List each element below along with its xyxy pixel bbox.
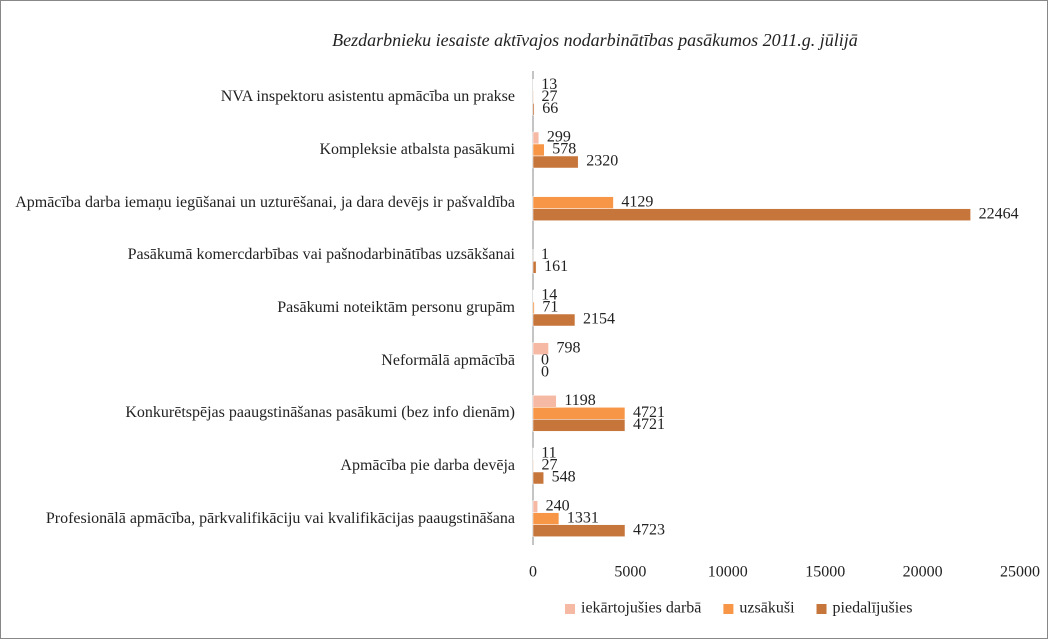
bar (532, 91, 534, 104)
data-label: 27 (542, 88, 558, 105)
y-tick-label: Pasākumā komercdarbības vai pašnodarbinā… (127, 246, 515, 264)
data-label: 1331 (567, 509, 599, 526)
y-tick-label: Konkurētspējas paaugstināšanas pasākumi … (125, 404, 515, 422)
data-label: 4721 (633, 416, 665, 433)
bar (532, 342, 549, 355)
data-label: 299 (547, 129, 571, 146)
data-label: 71 (542, 299, 558, 316)
bar (532, 208, 971, 221)
data-label: 66 (542, 100, 558, 117)
bar (532, 471, 544, 485)
data-label: 4721 (633, 404, 665, 421)
chart-title: Bezdarbnieku iesaiste aktīvajos nodarbin… (332, 30, 858, 50)
bar (532, 313, 576, 327)
bar (532, 500, 538, 513)
data-label: 2154 (583, 311, 615, 328)
y-tick-label: Apmācība darba iemaņu iegūšanai un uztur… (15, 193, 515, 211)
y-tick-label: Kompleksie atbalsta pasākumi (319, 141, 515, 158)
data-label: 2320 (586, 153, 618, 170)
bar (532, 512, 560, 525)
legend-swatch (565, 604, 575, 614)
data-label: 798 (557, 339, 581, 356)
y-tick-label: NVA inspektoru asistentu apmācība un pra… (220, 88, 515, 106)
legend-label: piedalījušies (833, 600, 913, 617)
x-tick-label: 5000 (614, 564, 646, 581)
bar (532, 131, 540, 145)
bar (532, 419, 626, 432)
bar (532, 196, 614, 209)
x-tick-label: 0 (529, 564, 537, 581)
bar (532, 103, 535, 116)
x-tick-label: 10000 (708, 564, 748, 581)
bar (532, 407, 626, 420)
data-label: 0 (541, 363, 549, 380)
data-label: 11 (541, 445, 556, 462)
data-label: 13 (541, 76, 557, 93)
legend-swatch (723, 604, 734, 614)
y-tick-label: Profesionālā apmācība, pārkvalifikāciju … (45, 509, 515, 527)
bar (532, 395, 557, 408)
bar (532, 261, 537, 274)
bar (532, 459, 534, 473)
data-label: 0 (541, 351, 549, 368)
bar (532, 301, 535, 315)
y-tick-label: Neformālā apmācībā (381, 351, 515, 369)
data-label: 548 (552, 469, 576, 486)
bar (532, 143, 545, 157)
data-label: 4129 (621, 193, 653, 210)
y-tick-label: Pasākumi noteiktām personu grupām (277, 299, 515, 316)
data-label: 4723 (633, 521, 665, 538)
bar (532, 524, 626, 537)
legend-label: uzsākuši (739, 600, 795, 617)
legend-swatch (816, 604, 827, 614)
data-label: 1198 (564, 392, 595, 409)
bar (532, 155, 579, 169)
data-label: 578 (552, 141, 576, 158)
data-label: 22464 (979, 205, 1019, 222)
data-label: 14 (541, 287, 557, 304)
data-label: 1 (541, 246, 549, 263)
x-tick-label: 20000 (903, 564, 943, 581)
legend-label: iekārtojušies darbā (581, 600, 701, 617)
x-tick-label: 15000 (805, 564, 845, 581)
x-tick-label: 25000 (1000, 564, 1040, 581)
y-tick-label: Apmācība pie darba devēja (340, 457, 515, 474)
data-label: 161 (544, 258, 568, 275)
data-label: 240 (546, 497, 570, 514)
data-label: 27 (542, 457, 558, 474)
